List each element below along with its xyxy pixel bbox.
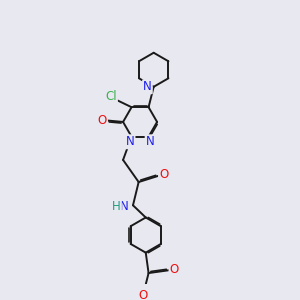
Text: O: O [138,289,148,300]
Text: O: O [98,114,107,127]
Text: O: O [169,262,179,276]
Text: N: N [126,135,134,148]
Text: Cl: Cl [105,90,117,103]
Text: N: N [146,135,154,148]
Text: N: N [143,80,152,93]
Text: N: N [120,200,129,213]
Text: H: H [112,200,121,213]
Text: O: O [159,168,168,181]
